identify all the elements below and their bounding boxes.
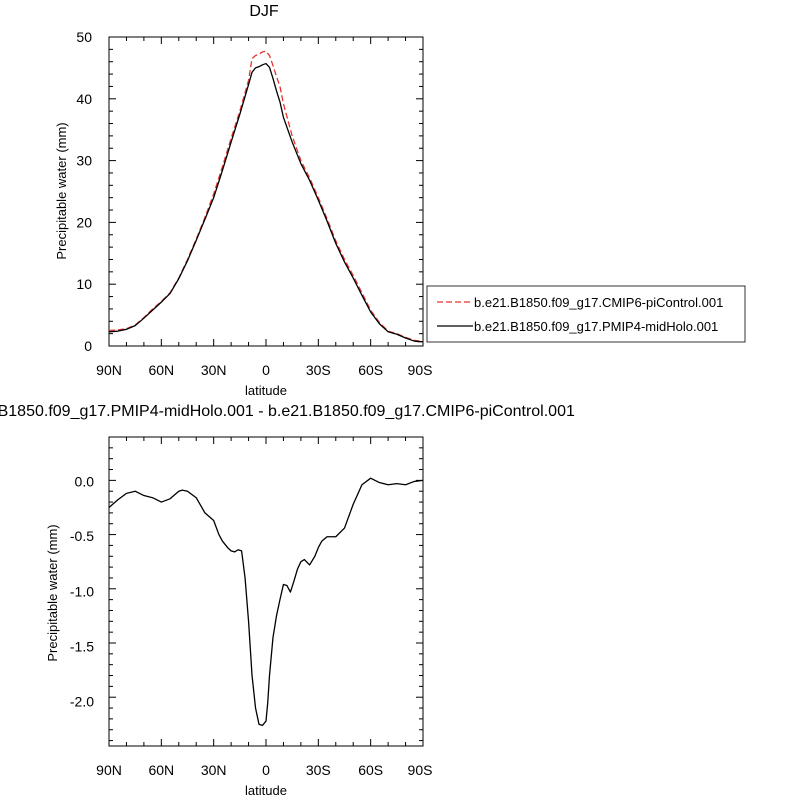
bottom-chart-title: b.e21.B1850.f09_g17.PMIP4-midHolo.001 - … xyxy=(0,403,575,420)
top-y-tick-label-20: 20 xyxy=(76,214,92,230)
legend-box xyxy=(426,285,746,343)
bottom-x-tick-label-30n: 30N xyxy=(201,762,227,778)
legend-label-midholo: b.e21.B1850.f09_g17.PMIP4-midHolo.001 xyxy=(474,319,718,334)
top-y-tick-label-0: 0 xyxy=(84,338,92,354)
top-y-tick-label-50: 50 xyxy=(76,29,92,45)
bottom-x-axis-label: latitude xyxy=(245,783,287,798)
top-x-axis-label: latitude xyxy=(245,383,287,398)
top-y-tick-label-40: 40 xyxy=(76,91,92,107)
top-x-tick-label-30s: 30S xyxy=(306,362,331,378)
top-chart-title: DJF xyxy=(249,3,279,20)
bottom-x-tick-label-60n: 60N xyxy=(148,762,174,778)
top-y-axis-label: Precipitable water (mm) xyxy=(54,122,69,259)
bottom-y-tick-label--1.0: -1.0 xyxy=(70,584,94,600)
bottom-y-tick-label--2.0: -2.0 xyxy=(70,694,94,710)
top-x-tick-label-0: 0 xyxy=(262,362,270,378)
bottom-y-axis-label: Precipitable water (mm) xyxy=(45,524,60,661)
top-series-line-1 xyxy=(108,62,423,343)
top-x-tick-label-90s: 90S xyxy=(408,362,433,378)
bottom-series-line-0 xyxy=(108,477,424,727)
top-y-tick-label-10: 10 xyxy=(76,276,92,292)
top-x-tick-label-30n: 30N xyxy=(201,362,227,378)
top-series-lines xyxy=(108,50,423,343)
top-y-tick-label-30: 30 xyxy=(76,153,92,169)
top-x-tick-label-60n: 60N xyxy=(148,362,174,378)
top-legend: b.e21.B1850.f09_g17.CMIP6-piControl.001 … xyxy=(426,285,746,343)
bottom-x-tick-label-90s: 90S xyxy=(408,762,433,778)
top-x-tick-label-60s: 60S xyxy=(358,362,383,378)
bottom-y-tick-label--0.5: -0.5 xyxy=(70,528,94,544)
bottom-panel: b.e21.B1850.f09_g17.PMIP4-midHolo.001 - … xyxy=(0,403,575,798)
bottom-x-tick-label-0: 0 xyxy=(262,762,270,778)
legend-label-picontrol: b.e21.B1850.f09_g17.CMIP6-piControl.001 xyxy=(474,295,723,310)
top-axis-ticks xyxy=(108,36,424,347)
top-plot-frame xyxy=(108,36,424,347)
bottom-y-tick-label--1.5: -1.5 xyxy=(70,639,94,655)
top-x-tick-label-90n: 90N xyxy=(96,362,122,378)
top-series-line-0 xyxy=(108,50,423,342)
bottom-x-tick-label-60s: 60S xyxy=(358,762,383,778)
bottom-axis-ticks xyxy=(108,436,424,746)
bottom-x-tick-label-30s: 30S xyxy=(306,762,331,778)
bottom-y-tick-label-0.0: 0.0 xyxy=(75,474,95,490)
bottom-plot-frame xyxy=(108,436,424,747)
bottom-series-lines xyxy=(108,477,424,727)
bottom-x-tick-label-90n: 90N xyxy=(96,762,122,778)
top-panel: DJF 90N 60N 30N 0 30S 60S 90S 0 10 20 30… xyxy=(54,3,746,398)
